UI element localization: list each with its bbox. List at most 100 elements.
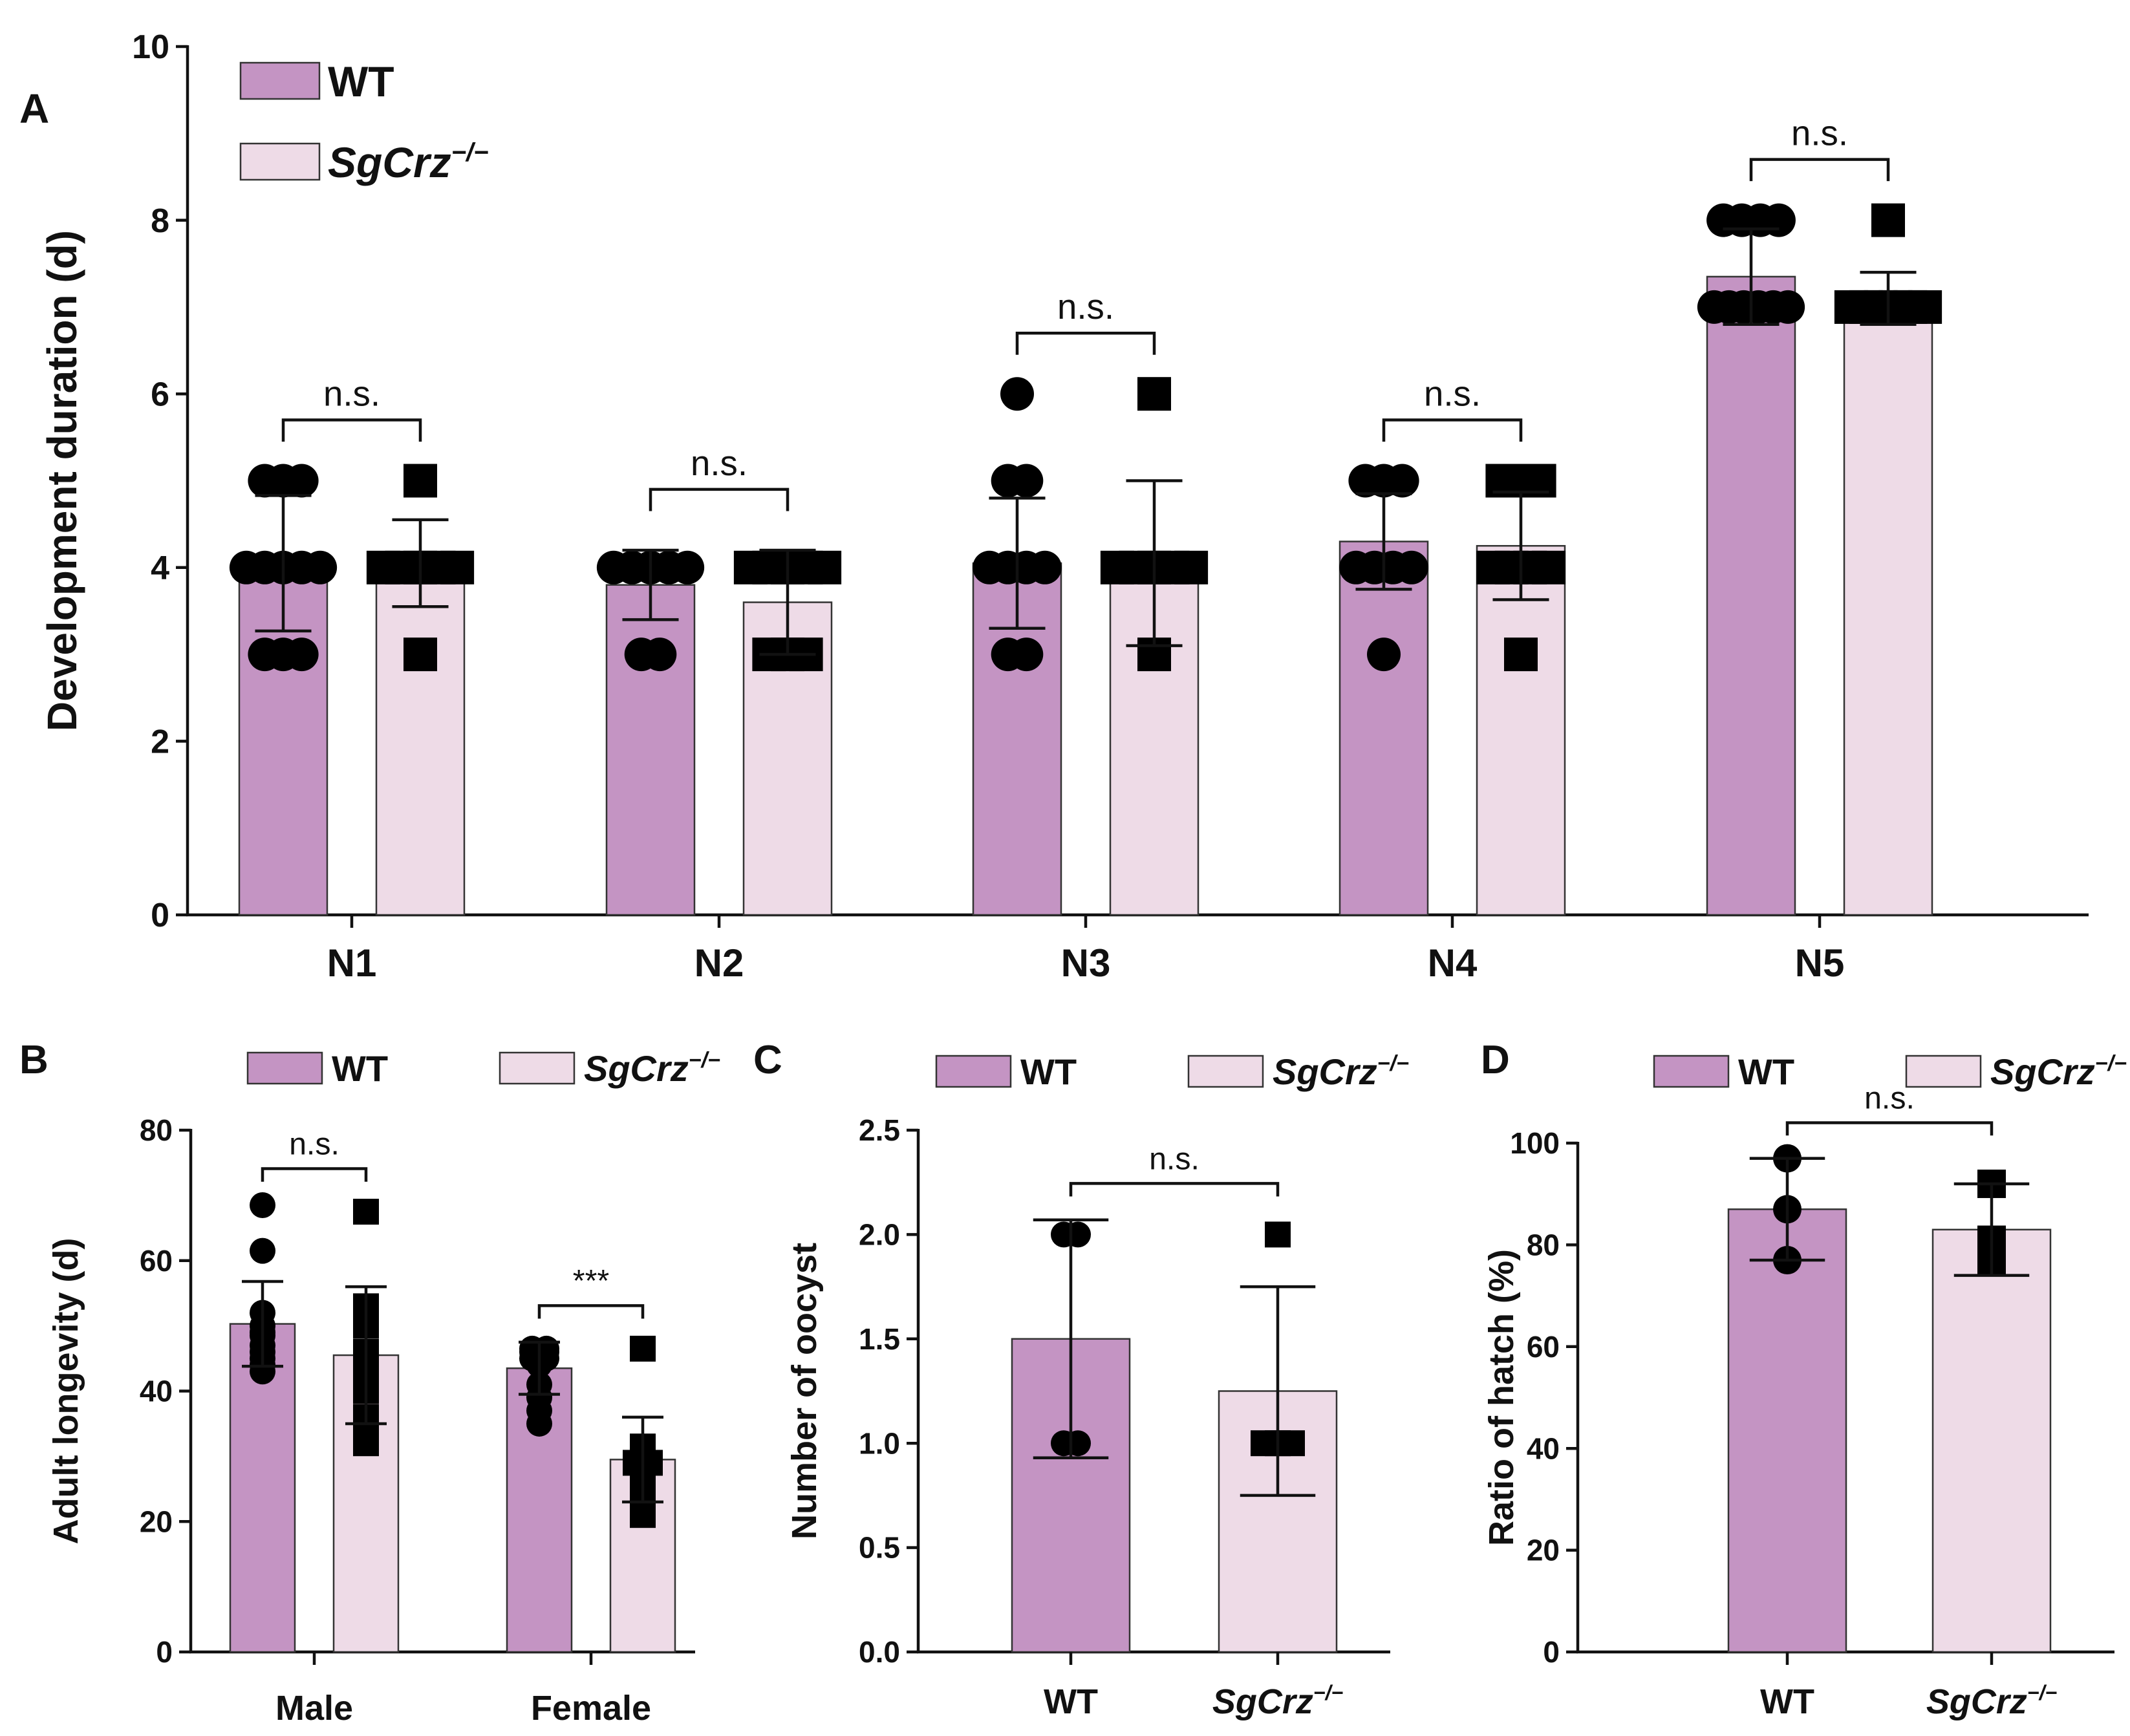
y-tick-label: 0	[1543, 1635, 1560, 1669]
legend-label-ko: SgCrz−/−	[1273, 1051, 1409, 1092]
y-tick-label: 1.0	[859, 1426, 900, 1460]
significance-label: n.s.	[323, 374, 380, 413]
x-tick-label: N1	[327, 941, 377, 985]
y-tick-label: 60	[140, 1244, 173, 1278]
significance-label: n.s.	[691, 444, 748, 483]
legend-label-wt: WT	[1738, 1051, 1794, 1092]
bar-wt	[1339, 541, 1429, 916]
bar-ko	[1843, 297, 1933, 916]
legend: WT SgCrz−/−	[239, 58, 489, 186]
y-tick-label: 6	[151, 376, 169, 413]
x-tick-label: SgCrz−/−	[1212, 1681, 1343, 1721]
bar-ko	[375, 562, 466, 916]
bar-wt	[229, 1323, 296, 1653]
legend-swatch-wt	[935, 1055, 1012, 1088]
data-point-ko	[440, 550, 475, 584]
significance-label: n.s.	[1791, 114, 1848, 153]
data-point-wt	[1394, 550, 1428, 584]
data-point-ko	[353, 1430, 379, 1457]
data-point-ko	[1279, 1430, 1305, 1457]
significance-bracket	[1749, 158, 1890, 182]
panel-d: D Ratio of hatch (%) 0 20 40 60 80 100 WT SgCrz−/…	[1481, 1038, 2127, 1721]
x-tick-label: N5	[1795, 941, 1845, 985]
legend: WT SgCrz−/−	[935, 1051, 1409, 1092]
panel-b: B Adult longevity (d) 0 20 40 60 80 Male Female n…	[19, 1038, 720, 1728]
legend-label-ko: SgCrz−/−	[328, 138, 489, 186]
data-point-wt	[1385, 464, 1419, 498]
significance-bracket	[1382, 418, 1523, 442]
panel-letter: D	[1481, 1038, 1510, 1082]
legend-label-wt: WT	[328, 58, 394, 105]
panel-letter: C	[753, 1038, 782, 1082]
panel-letter: B	[19, 1038, 48, 1082]
legend: WT SgCrz−/−	[246, 1048, 720, 1089]
data-point-ko	[1871, 203, 1905, 237]
data-point-ko	[808, 550, 842, 584]
y-axis-title: Number of oocyst	[785, 1243, 824, 1539]
significance-label: n.s.	[1057, 287, 1114, 327]
x-tick-label: SgCrz−/−	[1926, 1681, 2057, 1721]
data-point-wt	[250, 1192, 275, 1219]
significance-bracket	[1015, 331, 1156, 355]
legend-swatch-wt	[239, 61, 321, 100]
significance-bracket	[537, 1304, 645, 1319]
data-point-ko	[630, 1502, 656, 1528]
legend-label-ko: SgCrz−/−	[584, 1048, 720, 1089]
y-tick-label: 2	[151, 723, 169, 761]
significance-label: ***	[573, 1263, 610, 1298]
y-tick-label: 60	[1527, 1330, 1560, 1364]
x-tick-label: WT	[1760, 1682, 1814, 1721]
data-point-ko	[353, 1199, 379, 1225]
y-tick-label: 80	[1527, 1228, 1560, 1262]
data-point-ko	[403, 638, 437, 672]
x-tick-label: Male	[275, 1689, 353, 1728]
y-tick-label: 8	[151, 202, 169, 240]
legend: WT SgCrz−/−	[1653, 1051, 2127, 1092]
data-point-ko	[1908, 290, 1942, 324]
x-tick-label: N4	[1428, 941, 1478, 985]
y-tick-label: 1.5	[859, 1322, 900, 1356]
data-point-ko	[630, 1335, 656, 1362]
data-point-wt	[671, 550, 705, 584]
bar-wt	[1727, 1208, 1847, 1653]
legend-label-wt: WT	[332, 1048, 388, 1089]
data-point-wt	[285, 638, 319, 672]
y-tick-label: 40	[140, 1375, 173, 1408]
y-tick-label: 0.5	[859, 1531, 900, 1565]
data-point-wt	[643, 638, 677, 672]
y-tick-label: 10	[132, 28, 169, 66]
data-point-ko	[403, 464, 437, 498]
y-tick-label: 0.0	[859, 1635, 900, 1669]
x-tick-label: N3	[1061, 941, 1111, 985]
y-tick-label: 20	[140, 1505, 173, 1538]
data-point-wt	[303, 550, 338, 584]
data-point-ko	[1265, 1221, 1291, 1248]
data-point-wt	[1009, 638, 1044, 672]
legend-swatch-wt	[246, 1051, 323, 1085]
significance-bracket	[1785, 1121, 1994, 1136]
bar-ko	[1931, 1228, 2052, 1653]
bar-ko	[1476, 544, 1566, 916]
legend-swatch-ko	[239, 142, 321, 181]
y-tick-label: 0	[156, 1635, 173, 1669]
legend-label-ko: SgCrz−/−	[1990, 1051, 2127, 1092]
data-point-wt	[1009, 464, 1044, 498]
y-tick-label: 0	[151, 897, 169, 934]
bar-wt	[1706, 275, 1796, 916]
y-tick-label: 40	[1527, 1431, 1560, 1465]
significance-bracket	[649, 488, 790, 511]
data-point-wt	[1027, 550, 1062, 584]
data-point-wt	[285, 464, 319, 498]
y-axis-title: Development duration (d)	[39, 230, 85, 731]
significance-bracket	[261, 1167, 368, 1182]
data-point-wt	[1771, 290, 1805, 324]
significance-label: n.s.	[1424, 374, 1481, 413]
y-tick-label: 2.5	[859, 1113, 900, 1147]
data-point-wt	[526, 1410, 552, 1437]
y-axis-title: Ratio of hatch (%)	[1482, 1249, 1521, 1546]
x-tick-label: N2	[694, 941, 744, 985]
panel-letter: A	[19, 85, 49, 132]
legend-swatch-wt	[1653, 1055, 1730, 1088]
data-point-ko	[1174, 550, 1209, 584]
